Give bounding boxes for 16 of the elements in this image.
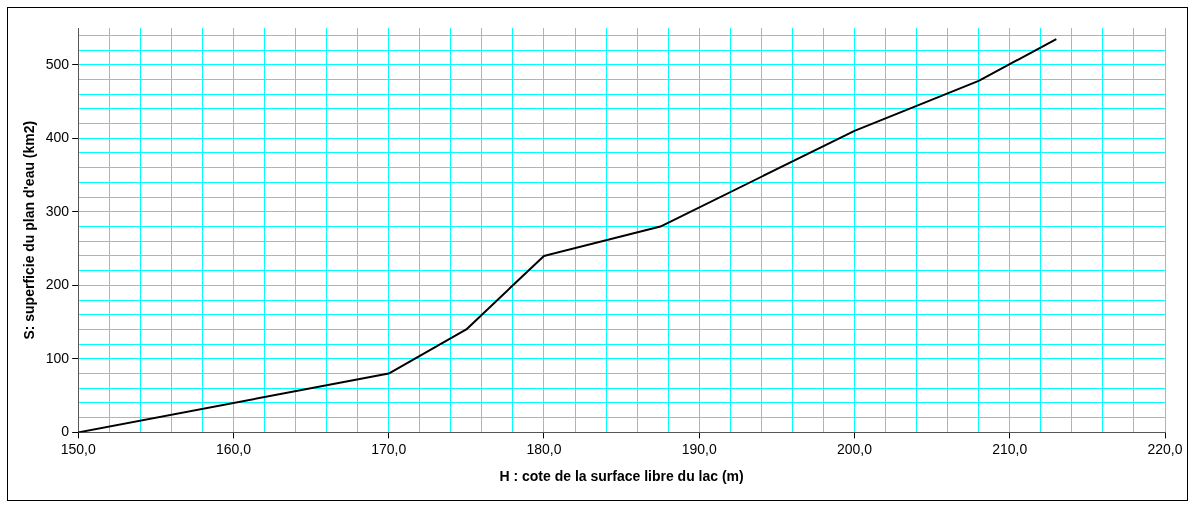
y-axis-title: S: superficie du plan d'eau (km2) [21,120,38,340]
y-tick-label: 400 [45,129,70,146]
y-tick-label: 300 [45,202,70,219]
y-tick-label: 100 [45,349,70,366]
x-tick-label: 210,0 [992,440,1028,457]
x-tick-label: 180,0 [526,440,562,457]
x-axis-title: H : cote de la surface libre du lac (m) [499,468,744,485]
x-tick-label: 150,0 [60,440,96,457]
x-tick-label: 200,0 [836,440,873,457]
x-tick-label: 170,0 [371,440,407,457]
y-tick-label: 200 [45,276,70,293]
x-tick-label: 160,0 [215,440,252,457]
x-tick-label: 220,0 [1147,440,1183,457]
y-tick-label: 500 [45,55,70,72]
y-tick-label: 0 [61,423,70,440]
x-tick-label: 190,0 [681,440,717,457]
